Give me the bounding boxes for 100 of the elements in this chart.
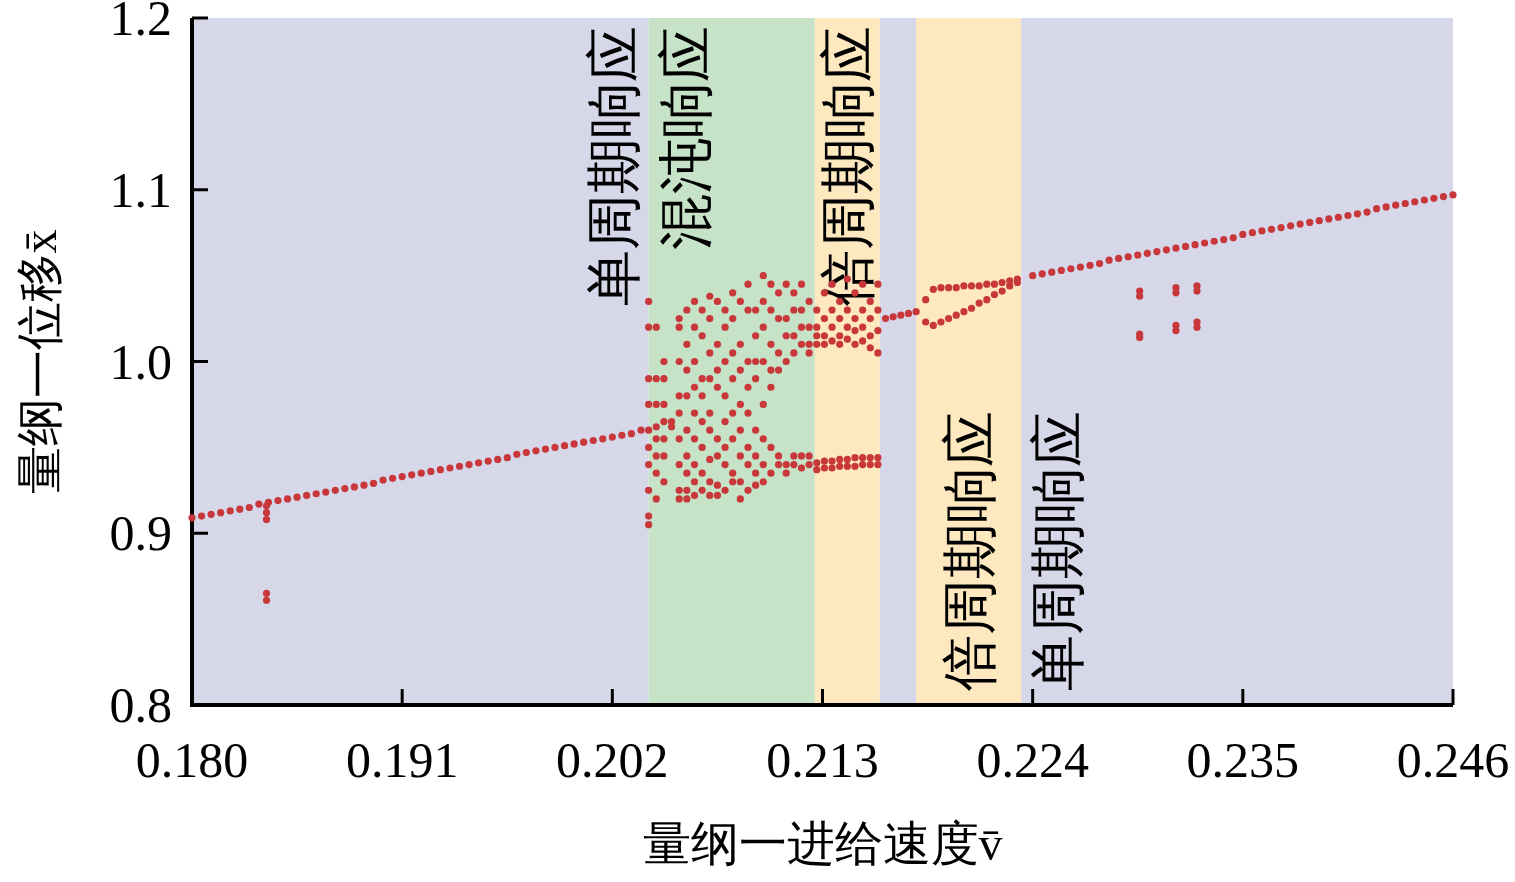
- point: [912, 308, 920, 316]
- point: [998, 287, 1006, 295]
- point: [790, 289, 798, 297]
- point: [645, 375, 653, 383]
- point: [1420, 196, 1428, 204]
- point: [698, 306, 706, 314]
- point: [293, 493, 301, 501]
- point: [1296, 220, 1304, 228]
- point: [820, 457, 829, 465]
- point: [721, 392, 729, 400]
- point: [797, 464, 806, 472]
- point: [675, 460, 683, 469]
- point: [813, 323, 821, 331]
- point: [1411, 198, 1419, 206]
- point: [706, 426, 714, 434]
- point: [729, 349, 737, 357]
- point: [627, 430, 636, 438]
- point: [752, 375, 760, 383]
- point: [645, 426, 653, 434]
- point: [1029, 272, 1037, 280]
- point: [350, 483, 358, 491]
- point: [698, 392, 706, 400]
- point: [752, 357, 760, 366]
- point: [1449, 191, 1457, 199]
- point: [774, 289, 783, 297]
- point: [736, 366, 744, 374]
- point: [836, 332, 844, 340]
- point: [975, 282, 983, 290]
- point: [360, 481, 368, 489]
- point: [729, 435, 737, 443]
- point: [1334, 213, 1342, 221]
- point: [729, 409, 737, 417]
- point: [690, 357, 699, 366]
- point: [843, 462, 851, 470]
- point: [1048, 268, 1056, 276]
- point: [652, 400, 660, 409]
- point: [698, 418, 706, 426]
- point: [828, 464, 836, 472]
- point: [683, 306, 691, 314]
- point: [843, 455, 851, 463]
- point: [369, 479, 378, 488]
- point: [721, 323, 729, 331]
- point: [713, 297, 722, 305]
- point: [874, 349, 882, 357]
- point: [828, 323, 836, 331]
- point: [990, 290, 999, 299]
- point: [744, 460, 752, 469]
- point: [398, 472, 406, 481]
- x-tick-label: 0.213: [766, 732, 879, 788]
- point: [797, 323, 806, 331]
- point: [690, 297, 699, 305]
- x-tick-label: 0.246: [1396, 732, 1510, 788]
- point: [820, 332, 829, 340]
- point: [608, 433, 616, 441]
- y-tick-label: 1.2: [109, 0, 172, 46]
- point: [652, 452, 660, 460]
- point: [675, 435, 683, 443]
- point: [245, 503, 253, 512]
- point: [1193, 323, 1201, 331]
- point: [683, 366, 691, 374]
- point: [836, 462, 844, 470]
- point: [1172, 289, 1180, 297]
- point: [805, 460, 813, 469]
- band-label: 倍周期响应: [938, 411, 1001, 691]
- point: [446, 464, 454, 472]
- point: [744, 357, 752, 366]
- point: [207, 510, 215, 518]
- point: [690, 491, 699, 500]
- point: [813, 466, 821, 474]
- point: [767, 280, 775, 288]
- point: [752, 452, 760, 460]
- point: [645, 400, 653, 409]
- point: [975, 299, 983, 307]
- point: [645, 443, 653, 451]
- point: [706, 409, 714, 417]
- point: [851, 340, 859, 348]
- point: [675, 392, 683, 400]
- point: [859, 454, 867, 462]
- point: [1430, 194, 1438, 202]
- point: [706, 375, 714, 383]
- point: [1143, 249, 1151, 257]
- point: [1382, 203, 1390, 211]
- x-tick-label: 0.180: [135, 732, 249, 788]
- point: [417, 469, 425, 477]
- point: [283, 495, 292, 503]
- point: [767, 340, 775, 348]
- point: [436, 466, 444, 474]
- point: [998, 278, 1006, 287]
- point: [698, 332, 706, 340]
- point: [713, 491, 722, 500]
- point: [652, 435, 660, 443]
- point: [713, 366, 722, 374]
- point: [805, 323, 813, 331]
- point: [967, 282, 976, 290]
- point: [645, 323, 653, 331]
- point: [952, 284, 960, 292]
- point: [721, 418, 729, 426]
- point: [1401, 199, 1409, 208]
- point: [1258, 227, 1266, 235]
- point: [660, 400, 668, 409]
